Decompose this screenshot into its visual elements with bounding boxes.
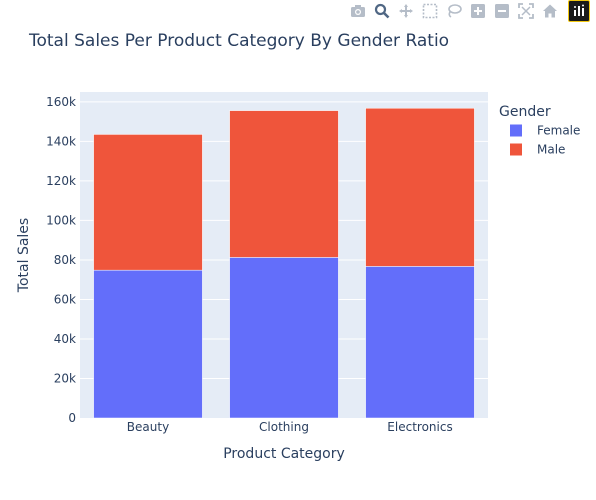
chart-title: Total Sales Per Product Category By Gend… (29, 31, 450, 51)
bar-female-clothing[interactable] (229, 257, 339, 419)
modebar (348, 0, 596, 22)
y-tick-label: 100k (46, 213, 76, 227)
zoom-out-icon[interactable] (492, 1, 512, 21)
legend-label-female[interactable]: Female (537, 124, 580, 138)
legend-title: Gender (499, 104, 551, 120)
autoscale-icon[interactable] (516, 1, 536, 21)
reset-axes-icon[interactable] (540, 1, 560, 21)
x-tick-label: Electronics (387, 420, 452, 434)
y-tick-label: 0 (68, 411, 76, 425)
legend-swatch-male[interactable] (510, 143, 522, 156)
y-axis-title: Total Sales (16, 218, 32, 293)
legend-swatch-female[interactable] (510, 124, 522, 137)
pan-icon[interactable] (396, 1, 416, 21)
y-tick-label: 120k (46, 174, 76, 188)
y-tick-label: 40k (54, 332, 76, 346)
lasso-select-icon[interactable] (444, 1, 464, 21)
y-tick-label: 20k (54, 371, 76, 385)
plotly-logo-icon[interactable] (568, 0, 590, 22)
bar-female-electronics[interactable] (365, 266, 475, 419)
camera-icon[interactable] (348, 1, 368, 21)
y-tick-label: 60k (54, 292, 76, 306)
zoom-icon[interactable] (372, 1, 392, 21)
x-axis-ticks: Beauty Clothing Electronics (127, 420, 453, 434)
bar-female-beauty[interactable] (93, 269, 203, 419)
x-axis-title: Product Category (223, 446, 345, 462)
box-select-icon[interactable] (420, 1, 440, 21)
y-tick-label: 140k (46, 134, 76, 148)
bar-male-clothing[interactable] (229, 110, 339, 258)
legend: Gender Female Male (499, 104, 580, 157)
bars (93, 107, 475, 419)
y-axis-ticks: 0 20k 40k 60k 80k 100k 120k 140k 160k (46, 95, 76, 425)
y-tick-label: 80k (54, 253, 76, 267)
legend-label-male[interactable]: Male (537, 143, 565, 157)
y-tick-label: 160k (46, 95, 76, 109)
zoom-in-icon[interactable] (468, 1, 488, 21)
bar-male-electronics[interactable] (365, 107, 475, 267)
x-tick-label: Beauty (127, 420, 169, 434)
x-tick-label: Clothing (259, 420, 309, 434)
bar-male-beauty[interactable] (93, 134, 203, 271)
